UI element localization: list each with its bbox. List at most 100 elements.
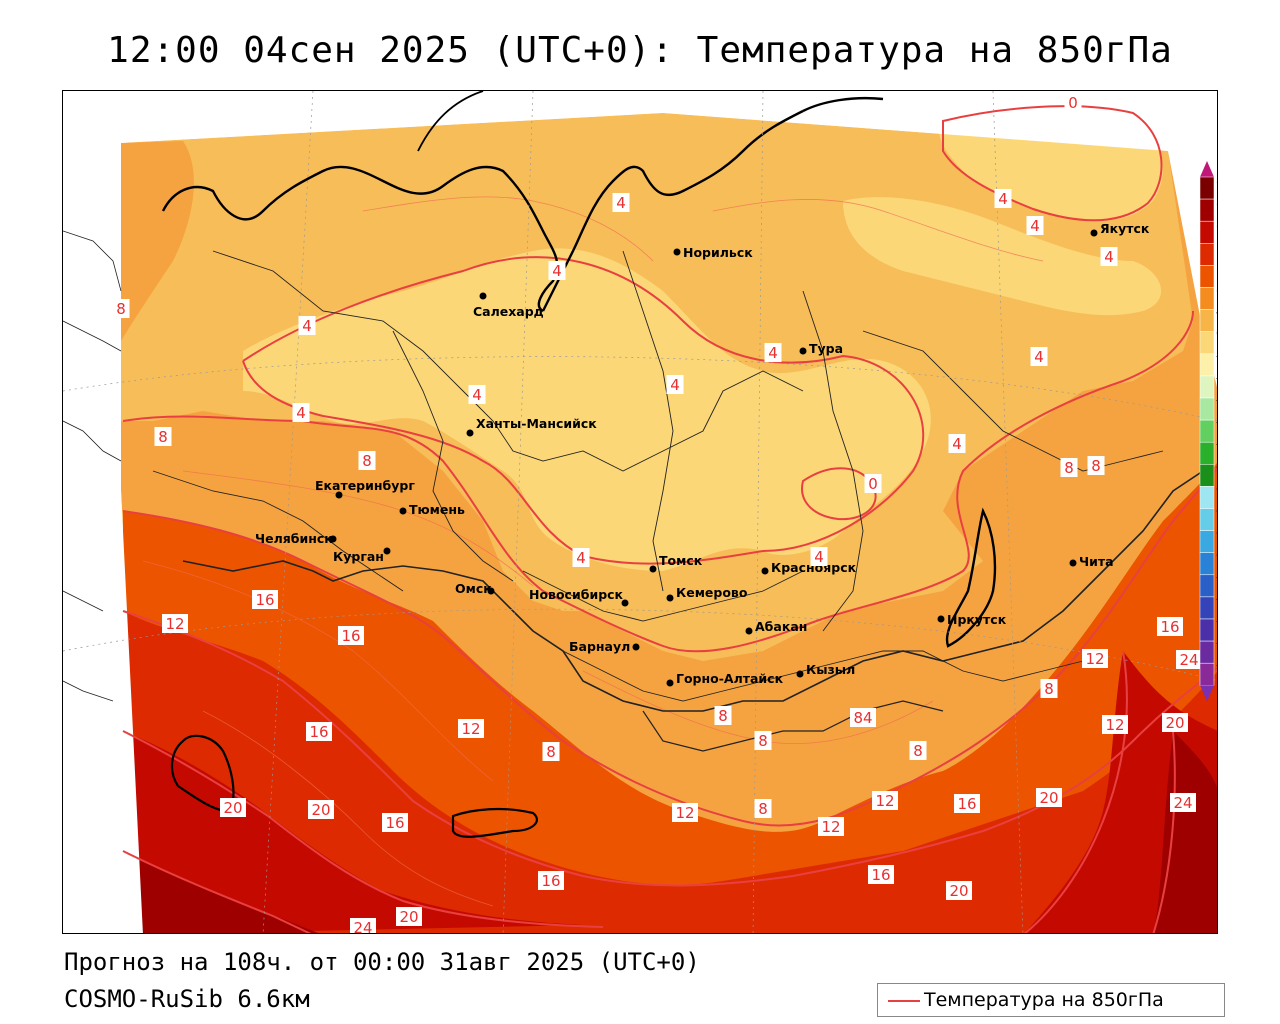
contour-label: 16 — [338, 626, 364, 645]
colorbar-tick-label: -28 — [1216, 480, 1218, 495]
svg-text:4: 4 — [296, 404, 306, 422]
fill-20-24 — [123, 731, 583, 933]
colorbar-tick-label: 0 — [1216, 326, 1218, 341]
svg-text:4: 4 — [1104, 248, 1114, 266]
contour-20-east — [1152, 730, 1176, 933]
contour-label: 4 — [298, 316, 316, 335]
national-border — [182, 470, 1204, 712]
city-markers: Норильск Якутск Салехард Тура Ханты-Манс… — [255, 221, 1150, 687]
svg-text:20: 20 — [223, 799, 242, 817]
svg-text:Кызыл: Кызыл — [806, 662, 855, 677]
contour-20 — [122, 850, 312, 933]
svg-text:12: 12 — [461, 720, 480, 738]
outside-domain-top — [63, 91, 1217, 151]
city-irkutsk[interactable]: Иркутск — [937, 612, 1007, 627]
contour-label: 20 — [1162, 713, 1188, 732]
colorbar-swatch — [1199, 574, 1215, 598]
colorbar-tick-label: -44 — [1216, 569, 1218, 584]
region-border — [562, 650, 1084, 702]
contour-label: 16 — [868, 865, 894, 884]
contour-label: 4 — [810, 547, 828, 566]
svg-text:Иркутск: Иркутск — [947, 612, 1007, 627]
city-barnaul[interactable]: Барнаул — [569, 639, 640, 654]
city-chel[interactable]: Челябинск — [255, 531, 337, 546]
contour-label: 12 — [672, 803, 698, 822]
region-border — [522, 570, 804, 622]
city-khanty[interactable]: Ханты-Мансийск — [466, 416, 598, 437]
colorbar-tick-label: -20 — [1216, 436, 1218, 451]
svg-text:4: 4 — [814, 548, 824, 566]
colorbar-tick-label: -48 — [1216, 591, 1218, 606]
svg-text:Ханты-Мансийск: Ханты-Мансийск — [476, 416, 597, 431]
city-salekhard[interactable]: Салехард — [473, 292, 544, 320]
fill-0-4 — [243, 248, 931, 572]
svg-text:16: 16 — [341, 627, 360, 645]
svg-text:24: 24 — [353, 919, 372, 934]
colorbar-max-arrow — [1200, 161, 1214, 177]
contour-label: 20 — [946, 881, 972, 900]
svg-text:0: 0 — [868, 475, 878, 493]
model-info: COSMO-RuSib 6.6км — [64, 985, 310, 1013]
colorbar-tick-label: -56 — [1216, 635, 1218, 650]
contour-label: 8 — [1087, 456, 1105, 475]
city-kemerovo[interactable]: Кемерово — [666, 585, 748, 602]
svg-text:4: 4 — [952, 435, 962, 453]
svg-text:Барнаул: Барнаул — [569, 639, 630, 654]
colorbar-swatch — [1199, 198, 1215, 222]
map-legend: Температура на 850гПа — [877, 983, 1225, 1017]
city-nsk[interactable]: Новосибирск — [529, 587, 629, 607]
borders — [63, 91, 1217, 933]
city-ekb[interactable]: Екатеринбург — [315, 478, 415, 499]
city-kurgan[interactable]: Курган — [333, 547, 391, 565]
city-omsk[interactable]: Омск — [455, 581, 495, 596]
colorbar-tick-label: 4 — [1216, 304, 1218, 319]
city-tyumen[interactable]: Тюмень — [399, 502, 466, 517]
contour-label: 8 — [542, 742, 560, 761]
svg-text:84: 84 — [853, 709, 872, 727]
city-tura[interactable]: Тура — [799, 341, 844, 356]
contour-label: 4 — [1030, 347, 1048, 366]
contour-label: 16 — [1157, 617, 1183, 636]
colorbar-tick-label: -12 — [1216, 392, 1218, 407]
city-abakan[interactable]: Абакан — [745, 619, 808, 635]
colorbar-swatch — [1199, 419, 1215, 443]
contour-label: 12 — [872, 791, 898, 810]
colorbar-swatch — [1199, 375, 1215, 399]
city-gorno[interactable]: Горно-Алтайск — [666, 671, 784, 687]
svg-text:Курган: Курган — [333, 549, 384, 564]
svg-text:8: 8 — [546, 743, 556, 761]
contour-label: 4 — [468, 385, 486, 404]
contour-label: 16 — [252, 590, 278, 609]
svg-text:16: 16 — [255, 591, 274, 609]
colorbar-swatch — [1199, 220, 1215, 244]
contour-label: 8 — [754, 799, 772, 818]
contour-label: 4 — [948, 434, 966, 453]
colorbar-tick-label: -32 — [1216, 503, 1218, 518]
colorbar-tick-label: -8 — [1216, 370, 1218, 385]
contour-label: 20 — [220, 798, 246, 817]
city-chita[interactable]: Чита — [1069, 554, 1114, 569]
svg-text:Чита: Чита — [1079, 554, 1114, 569]
city-tomsk[interactable]: Томск — [649, 553, 703, 573]
coastline-kara — [417, 91, 484, 152]
colorbar-swatch — [1199, 508, 1215, 531]
colorbar-swatch — [1199, 596, 1215, 620]
contour-label: 4 — [764, 343, 782, 362]
contour-label: 8 — [754, 731, 772, 750]
svg-text:8: 8 — [1064, 459, 1074, 477]
contour-label: 20 — [396, 907, 422, 926]
city-krsk[interactable]: Красноярск — [761, 560, 857, 575]
region-border — [862, 330, 1164, 472]
svg-text:8: 8 — [1091, 457, 1101, 475]
svg-text:4: 4 — [472, 386, 482, 404]
svg-text:8: 8 — [116, 300, 126, 318]
city-kyzyl[interactable]: Кызыл — [796, 662, 856, 678]
city-yakutsk[interactable]: Якутск — [1090, 221, 1150, 237]
city-norilsk[interactable]: Норильск — [673, 245, 754, 260]
national-border — [642, 700, 944, 752]
parallel — [63, 356, 1217, 681]
temperature-map[interactable]: Норильск Якутск Салехард Тура Ханты-Манс… — [62, 90, 1218, 934]
contour-0-cold-spot — [801, 467, 877, 521]
colorbar-tick-label: -40 — [1216, 547, 1218, 562]
